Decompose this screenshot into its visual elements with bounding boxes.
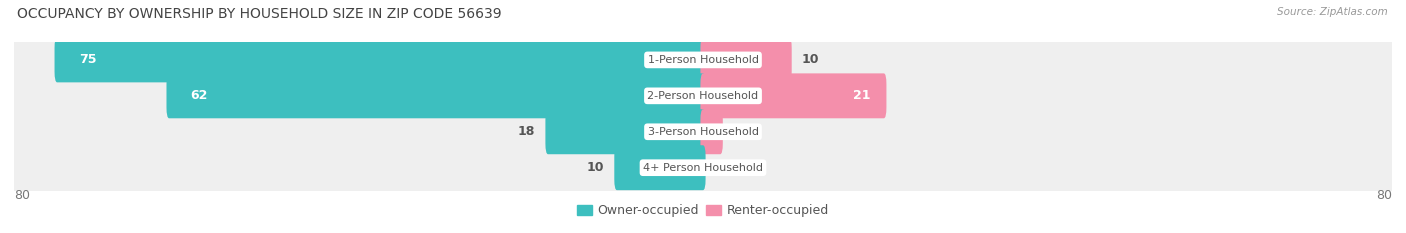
- Text: 21: 21: [853, 89, 870, 102]
- FancyBboxPatch shape: [13, 27, 1393, 93]
- FancyBboxPatch shape: [166, 73, 706, 118]
- FancyBboxPatch shape: [13, 99, 1393, 164]
- Text: 80: 80: [1376, 189, 1392, 202]
- Text: Source: ZipAtlas.com: Source: ZipAtlas.com: [1277, 7, 1388, 17]
- Text: 3-Person Household: 3-Person Household: [648, 127, 758, 137]
- Text: 2-Person Household: 2-Person Household: [647, 91, 759, 101]
- FancyBboxPatch shape: [700, 38, 792, 82]
- Text: 4+ Person Household: 4+ Person Household: [643, 163, 763, 173]
- Text: 62: 62: [191, 89, 208, 102]
- FancyBboxPatch shape: [700, 109, 723, 154]
- FancyBboxPatch shape: [55, 38, 706, 82]
- Text: 2: 2: [733, 125, 742, 138]
- FancyBboxPatch shape: [13, 63, 1393, 129]
- Text: 10: 10: [801, 53, 820, 66]
- Text: 1-Person Household: 1-Person Household: [648, 55, 758, 65]
- Text: OCCUPANCY BY OWNERSHIP BY HOUSEHOLD SIZE IN ZIP CODE 56639: OCCUPANCY BY OWNERSHIP BY HOUSEHOLD SIZE…: [17, 7, 502, 21]
- FancyBboxPatch shape: [13, 136, 1395, 201]
- FancyBboxPatch shape: [13, 28, 1395, 93]
- FancyBboxPatch shape: [614, 145, 706, 190]
- FancyBboxPatch shape: [13, 64, 1395, 129]
- Text: 75: 75: [79, 53, 96, 66]
- FancyBboxPatch shape: [13, 135, 1393, 200]
- Text: 18: 18: [517, 125, 536, 138]
- FancyBboxPatch shape: [546, 109, 706, 154]
- Text: 80: 80: [14, 189, 30, 202]
- Legend: Owner-occupied, Renter-occupied: Owner-occupied, Renter-occupied: [572, 199, 834, 222]
- Text: 10: 10: [586, 161, 605, 174]
- FancyBboxPatch shape: [700, 73, 886, 118]
- Text: 0: 0: [716, 161, 724, 174]
- FancyBboxPatch shape: [13, 100, 1395, 165]
